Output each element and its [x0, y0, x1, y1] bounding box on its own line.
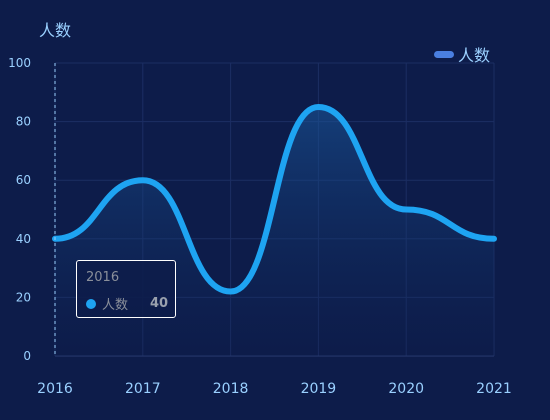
x-tick-label: 2021 [476, 381, 512, 397]
tooltip-series-name: 人数 [102, 298, 129, 313]
legend-icon[interactable] [434, 51, 454, 58]
y-tick-label: 100 [8, 56, 31, 70]
y-tick-label: 60 [16, 173, 31, 187]
y-tick-label: 80 [16, 115, 31, 129]
x-tick-label: 2018 [213, 381, 249, 397]
legend-label[interactable]: 人数 [458, 46, 490, 65]
tick-labels: 0 20 40 60 80 100 2016 2017 2018 2019 2020 2021 [8, 56, 512, 397]
tooltip-row: 人数 40 [86, 294, 168, 313]
tooltip-series-dot-icon [86, 298, 96, 309]
x-tick-label: 2020 [388, 381, 424, 397]
tooltip: 2016 人数 40 [76, 260, 176, 318]
y-tick-label: 40 [16, 232, 31, 246]
y-axis-title: 人数 [39, 21, 71, 40]
x-tick-label: 2017 [125, 381, 161, 397]
series-area [55, 106, 494, 356]
x-tick-label: 2019 [301, 381, 337, 397]
y-tick-label: 20 [16, 290, 31, 304]
tooltip-title: 2016 [86, 270, 120, 285]
y-tick-label: 0 [23, 349, 31, 363]
series-line[interactable] [52, 103, 497, 295]
x-tick-label: 2016 [37, 381, 73, 397]
tooltip-value: 40 [150, 296, 169, 311]
